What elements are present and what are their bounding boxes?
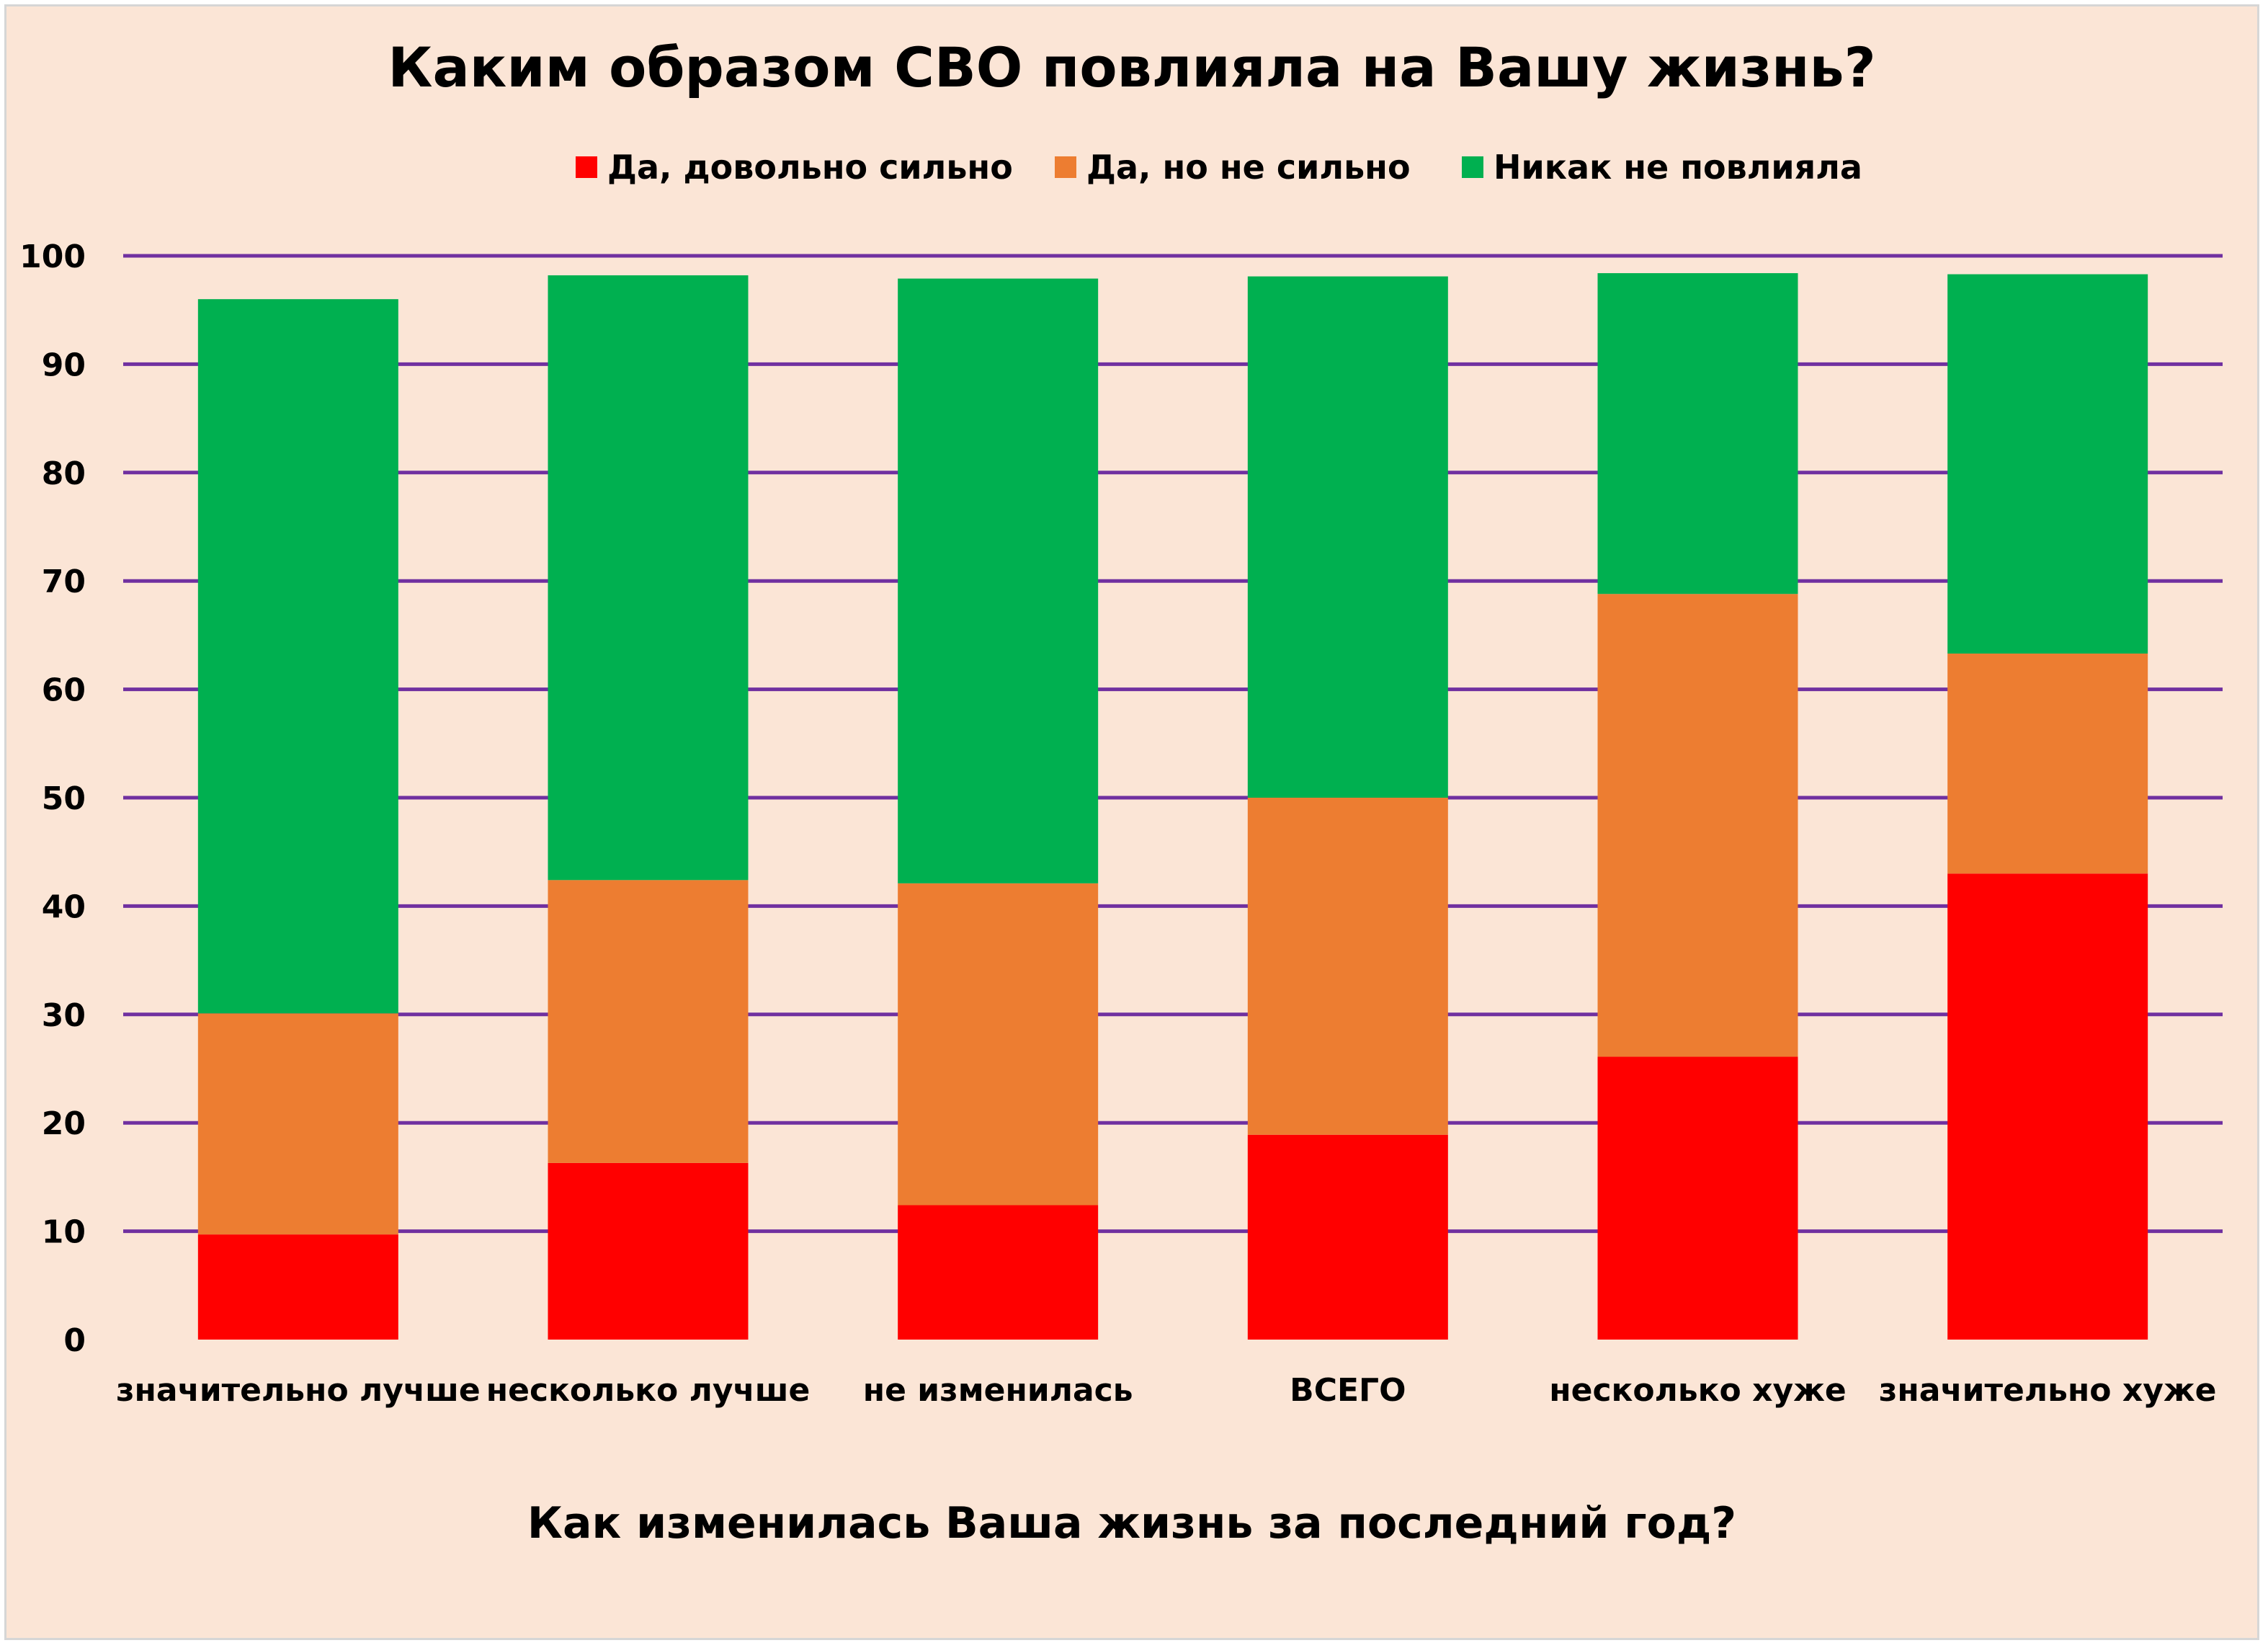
bar-segment	[197, 1013, 398, 1235]
bar-segment	[1597, 594, 1798, 1057]
bar-segment	[1947, 274, 2148, 654]
bar-segment	[898, 278, 1099, 883]
x-tick-label: значительно лучше	[116, 1372, 481, 1409]
y-tick-label: 40	[42, 888, 86, 925]
y-tick-label: 0	[63, 1322, 86, 1359]
chart-frame: 0 10 20 30 40 50 60 70 80 90 100 значительно лучше н…	[4, 4, 2259, 1640]
bar-segment	[1947, 653, 2148, 874]
y-tick-label: 10	[42, 1214, 86, 1251]
legend-swatch-strong	[576, 156, 597, 178]
y-tick-label: 30	[42, 997, 86, 1034]
bar-segment	[1597, 1056, 1798, 1340]
y-tick-label: 50	[42, 780, 86, 817]
x-axis-title: Как изменилась Ваша жизнь за последний г…	[527, 1498, 1737, 1549]
bar-segment	[1247, 1134, 1448, 1340]
legend-label: Да, довольно сильно	[607, 148, 1013, 187]
x-tick-label: значительно хуже	[1879, 1372, 2217, 1409]
y-tick-label: 80	[42, 455, 86, 492]
y-tick-label: 90	[42, 347, 86, 383]
bar-segment	[1247, 798, 1448, 1135]
bar-segment	[898, 1205, 1099, 1340]
legend-swatch-none	[1462, 156, 1483, 178]
x-tick-label: несколько хуже	[1549, 1372, 1847, 1409]
chart-title: Каким образом СВО повлияла на Вашу жизнь…	[388, 35, 1876, 99]
y-tick-label: 60	[42, 672, 86, 709]
bar-segment	[1247, 276, 1448, 798]
legend-label: Да, но не сильно	[1086, 148, 1411, 187]
bar-segment	[898, 883, 1099, 1206]
legend-item-weak: Да, но не сильно	[1055, 142, 1411, 192]
y-tick-label: 100	[19, 239, 86, 275]
x-tick-label: не изменилась	[863, 1372, 1133, 1409]
legend: Да, довольно сильно Да, но не сильно Ник…	[6, 142, 2257, 192]
bar-segment	[548, 275, 749, 881]
bar-segment	[548, 880, 749, 1163]
legend-item-none: Никак не повлияла	[1462, 142, 1862, 192]
x-tick-label: ВСЕГО	[1290, 1372, 1406, 1409]
bar-segment	[197, 1234, 398, 1340]
bar-segment	[548, 1162, 749, 1340]
y-tick-label: 70	[42, 564, 86, 600]
x-tick-label: несколько лучше	[486, 1372, 811, 1409]
legend-label: Никак не повлияла	[1494, 148, 1862, 187]
legend-item-strong: Да, довольно сильно	[576, 142, 1013, 192]
legend-swatch-weak	[1055, 156, 1076, 178]
bar-segment	[1947, 873, 2148, 1340]
bar-segment	[1597, 273, 1798, 594]
y-tick-label: 20	[42, 1105, 86, 1142]
bar-segment	[197, 299, 398, 1014]
